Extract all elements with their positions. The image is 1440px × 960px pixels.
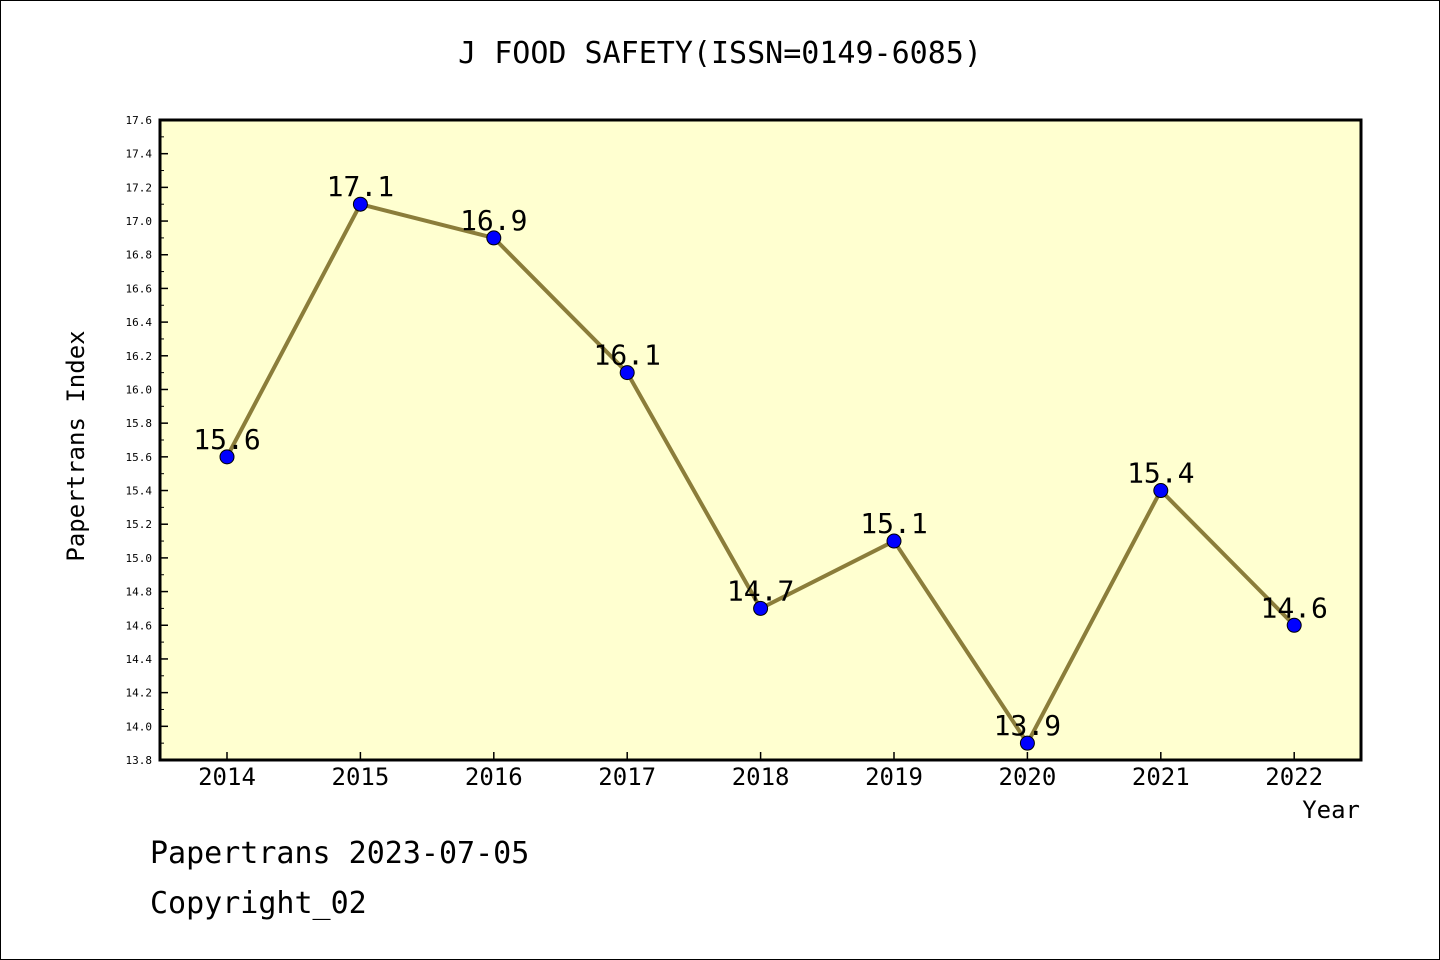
x-tick-label: 2017 — [598, 763, 656, 791]
data-point — [886, 533, 902, 549]
x-tick-label: 2014 — [198, 763, 256, 791]
data-point — [753, 600, 769, 616]
data-label: 14.7 — [727, 574, 794, 607]
data-point — [486, 230, 502, 246]
footer-copyright: Copyright_02 — [150, 886, 367, 921]
y-tick-label: 16.8 — [126, 249, 153, 262]
y-tick-label: 15.2 — [126, 518, 153, 531]
data-point — [1019, 735, 1035, 751]
x-axis-ticks: 2014 2015 2016 2017 2018 2019 2020 2021 2022 — [198, 752, 1323, 791]
y-tick-label: 16.0 — [126, 383, 153, 396]
data-label: 17.1 — [327, 170, 394, 203]
footer-source: Papertrans 2023-07-05 — [150, 836, 530, 871]
data-label: 16.1 — [593, 339, 660, 372]
y-tick-label: 14.4 — [126, 653, 153, 666]
data-point — [352, 196, 368, 212]
y-tick-label: 15.0 — [126, 552, 153, 565]
x-tick-label: 2020 — [999, 763, 1057, 791]
y-tick-label: 13.8 — [126, 754, 153, 767]
y-tick-label: 17.6 — [126, 114, 153, 127]
y-tick-label: 14.0 — [126, 720, 153, 733]
data-label: 15.1 — [860, 507, 927, 540]
x-tick-label: 2018 — [732, 763, 790, 791]
data-point — [219, 449, 235, 465]
y-tick-label: 14.6 — [126, 619, 153, 632]
plot-area — [160, 120, 1361, 760]
y-tick-label: 16.4 — [126, 316, 153, 329]
plot-border — [158, 118, 1363, 762]
y-tick-label: 17.2 — [126, 181, 153, 194]
y-tick-label: 17.0 — [126, 215, 153, 228]
x-axis-label: Year — [1302, 796, 1360, 824]
data-points — [219, 196, 1302, 751]
y-tick-label: 16.6 — [126, 282, 153, 295]
y-tick-label: 16.2 — [126, 350, 153, 363]
x-tick-label: 2019 — [865, 763, 923, 791]
x-tick-label: 2022 — [1265, 763, 1323, 791]
data-label: 15.6 — [193, 423, 260, 456]
chart-title: J FOOD SAFETY(ISSN=0149-6085) — [458, 36, 982, 71]
x-tick-label: 2021 — [1132, 763, 1190, 791]
x-tick-label: 2015 — [332, 763, 390, 791]
y-tick-label: 14.2 — [126, 687, 153, 700]
y-tick-label: 17.4 — [126, 148, 153, 161]
data-point — [1286, 617, 1302, 633]
data-label: 13.9 — [994, 709, 1061, 742]
data-label: 14.6 — [1260, 591, 1327, 624]
y-axis-ticks: 13.8 14.0 14.2 14.4 14.6 14.8 15.0 15.2 15.4 15.6… — [126, 114, 168, 767]
y-tick-label: 15.4 — [126, 485, 153, 498]
data-label: 15.4 — [1127, 457, 1194, 490]
y-tick-label: 14.8 — [126, 586, 153, 599]
y-tick-label: 15.6 — [126, 451, 153, 464]
data-point — [1153, 483, 1169, 499]
x-tick-label: 2016 — [465, 763, 523, 791]
data-point — [619, 365, 635, 381]
y-tick-label: 15.8 — [126, 417, 153, 430]
data-labels: 15.6 17.1 16.9 16.1 14.7 15.1 13.9 15.4 14.6 — [193, 170, 1328, 742]
data-label: 16.9 — [460, 204, 527, 237]
